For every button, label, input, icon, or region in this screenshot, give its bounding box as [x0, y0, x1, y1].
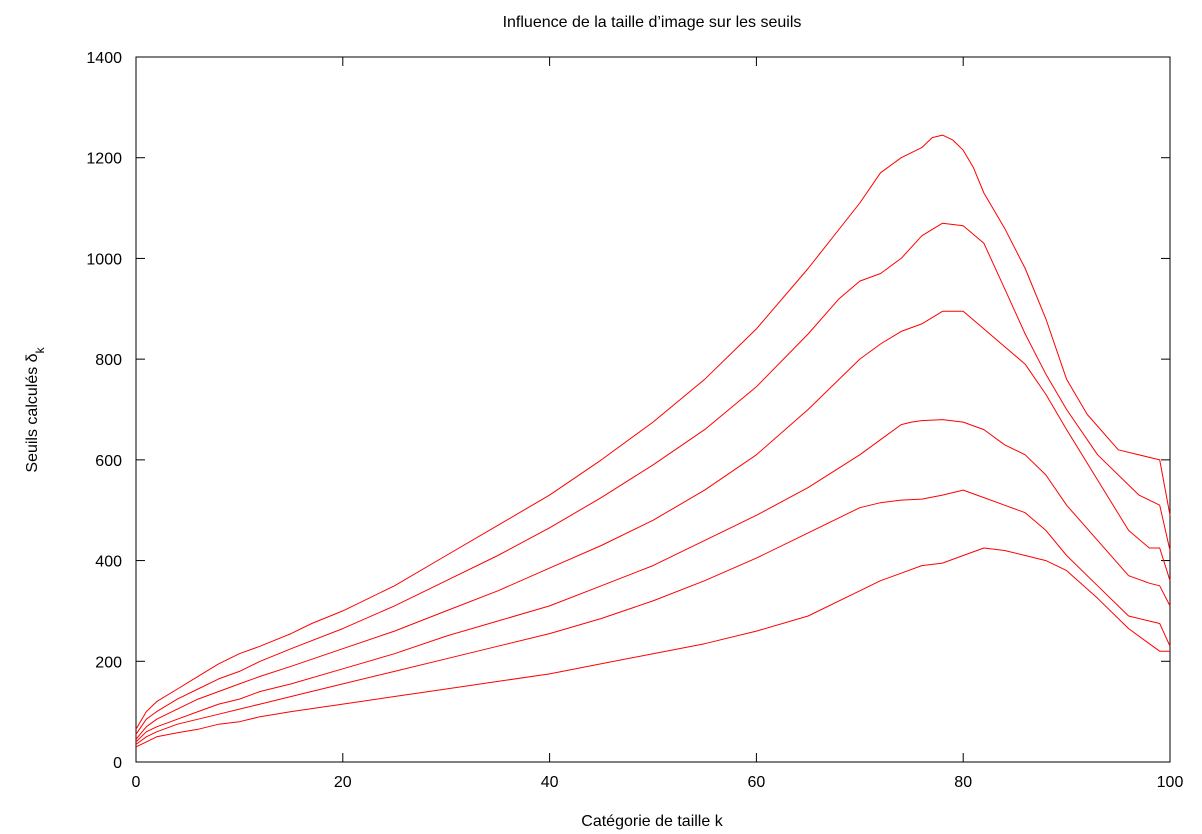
x-tick-label: 40: [541, 774, 559, 791]
x-tick-label: 60: [748, 774, 766, 791]
y-axis-label: Seuils calculés δk: [24, 346, 47, 472]
series-line-5: [135, 489, 1171, 745]
y-tick-label: 1000: [86, 251, 122, 268]
y-axis-ticks: 0 200 400 600 800 1000 1200 1400: [86, 50, 1170, 772]
x-tick-label: 0: [132, 774, 141, 791]
x-tick-label: 80: [954, 774, 972, 791]
y-tick-label: 0: [113, 755, 122, 772]
y-tick-label: 800: [95, 352, 122, 369]
x-axis-ticks: 0 20 40 60 80 100: [132, 57, 1184, 791]
x-tick-label: 100: [1157, 774, 1184, 791]
series-line-4: [135, 419, 1171, 743]
y-axis-label-subscript: k: [33, 346, 47, 353]
x-tick-label: 20: [334, 774, 352, 791]
y-tick-label: 200: [95, 654, 122, 671]
x-axis-label: Catégorie de taille k: [581, 813, 723, 830]
chart-title: Influence de la taille d’image sur les s…: [503, 14, 802, 31]
y-tick-label: 400: [95, 554, 122, 571]
y-tick-label: 1400: [86, 50, 122, 67]
y-axis-label-main: Seuils calculés δ: [24, 353, 41, 472]
plot-frame: [135, 56, 1171, 763]
series-line-2: [135, 222, 1171, 735]
y-tick-label: 600: [95, 453, 122, 470]
series-line-6: [135, 547, 1170, 748]
y-tick-label: 1200: [86, 151, 122, 168]
series-line-1: [135, 134, 1171, 730]
series-line-3: [135, 310, 1171, 740]
series-lines: [135, 134, 1171, 748]
